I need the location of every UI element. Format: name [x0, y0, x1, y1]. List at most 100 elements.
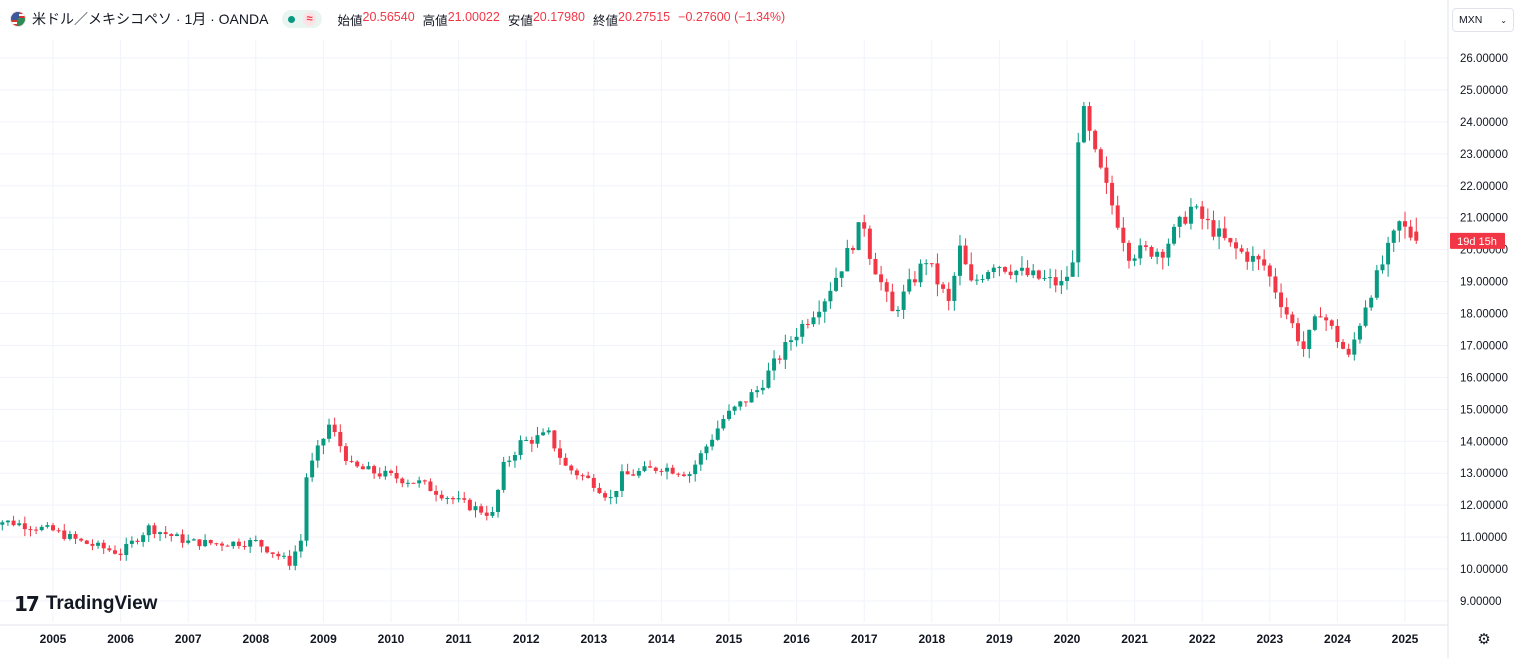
approx-data-icon: ≈: [303, 12, 316, 26]
candle: [805, 318, 810, 329]
candle: [766, 362, 771, 389]
candle: [1290, 311, 1295, 329]
candle-body: [146, 525, 151, 536]
candle: [1121, 217, 1126, 252]
candle: [884, 278, 889, 302]
candle-body: [1301, 341, 1306, 350]
candle-body: [727, 410, 731, 419]
candle: [428, 478, 433, 492]
candle-body: [1183, 216, 1188, 224]
candle: [828, 282, 833, 309]
candle-body: [1318, 316, 1323, 318]
candle-body: [512, 455, 517, 461]
tradingview-logo[interactable]: 17 TradingView: [14, 592, 157, 616]
candle: [1048, 268, 1053, 289]
candle-body: [276, 553, 281, 557]
gear-icon[interactable]: ⚙: [1477, 631, 1491, 648]
candle: [1200, 200, 1205, 230]
candle-body: [946, 288, 951, 301]
candle-body: [101, 542, 106, 549]
candle-body: [873, 258, 878, 275]
candle-body: [22, 523, 27, 530]
candle: [946, 282, 951, 311]
candle: [1104, 156, 1109, 194]
candle-body: [1250, 255, 1255, 262]
candle-body: [721, 418, 726, 429]
candle-body: [518, 440, 523, 456]
candle-body: [1003, 267, 1008, 272]
candle: [1295, 317, 1300, 346]
x-tick-label: 2023: [1256, 632, 1283, 646]
candle-body: [501, 461, 506, 490]
y-tick-label: 13.00000: [1460, 468, 1508, 480]
candle: [546, 427, 551, 435]
candle: [1346, 343, 1351, 358]
low-label: 安値: [507, 13, 533, 28]
candle: [28, 525, 33, 537]
y-tick-label: 12.00000: [1460, 500, 1508, 512]
candle-body: [1177, 216, 1182, 227]
candle: [591, 474, 596, 492]
candle: [11, 515, 16, 527]
candle-body: [929, 263, 934, 265]
candle-body: [896, 309, 900, 312]
candle-body: [1239, 248, 1244, 252]
symbol-title[interactable]: 米ドル／メキシコペソ · 1月 · OANDA: [32, 11, 269, 27]
candle-body: [180, 534, 185, 543]
candle: [1414, 217, 1419, 244]
candle-body: [1070, 262, 1075, 277]
candle-body: [552, 430, 557, 449]
candle: [704, 444, 709, 461]
candle-body: [743, 401, 748, 403]
candle: [214, 542, 219, 547]
candle: [321, 438, 326, 455]
candle: [687, 471, 692, 483]
candle: [1307, 329, 1312, 359]
candle: [67, 530, 72, 541]
ohlc-values: 始値 20.56540 高値 21.00022 安値 20.17980 終値 2…: [338, 10, 786, 29]
candle: [625, 463, 630, 475]
candle: [203, 534, 208, 548]
candle-body: [1295, 323, 1300, 342]
market-status-pill[interactable]: ≈: [282, 10, 322, 28]
candle: [524, 436, 529, 442]
currency-selector-button[interactable]: MXN ⌄: [1452, 8, 1514, 32]
candle: [259, 539, 264, 553]
candle: [1239, 244, 1244, 254]
candle: [743, 401, 748, 407]
candle: [1217, 220, 1222, 250]
candle-body: [834, 277, 839, 291]
candle: [845, 239, 850, 272]
candle: [817, 300, 822, 325]
candle-body: [242, 545, 247, 547]
candle: [603, 490, 608, 501]
y-tick-label: 23.00000: [1460, 149, 1508, 161]
candle: [118, 548, 123, 561]
candle-body: [839, 271, 844, 278]
candle: [896, 306, 900, 317]
candle: [1211, 210, 1216, 241]
candle: [343, 443, 348, 466]
candle-body: [304, 477, 309, 541]
candle: [1143, 240, 1148, 251]
candle: [1110, 175, 1115, 215]
time-axis[interactable]: 2005 2006 2007 2008 2009 2010 2011 2012 2013 2014…: [40, 632, 1419, 646]
candle-body: [366, 466, 371, 470]
candle: [991, 264, 996, 279]
candle: [236, 538, 241, 549]
candle-body: [0, 522, 5, 525]
candle-body: [73, 534, 78, 539]
price-axis[interactable]: 26.00000 25.00000 24.00000 23.00000 22.00000…: [1460, 53, 1508, 608]
candle: [569, 464, 574, 475]
candle-body: [687, 474, 692, 477]
candle-body: [1357, 325, 1362, 340]
currency-flag-icon: [10, 11, 26, 27]
close-label: 終値: [592, 13, 618, 28]
candle: [1138, 238, 1143, 265]
candle: [1160, 248, 1165, 270]
candle-body: [1245, 251, 1250, 262]
candle: [558, 440, 562, 465]
candle: [1014, 269, 1019, 283]
candle: [1273, 268, 1278, 299]
